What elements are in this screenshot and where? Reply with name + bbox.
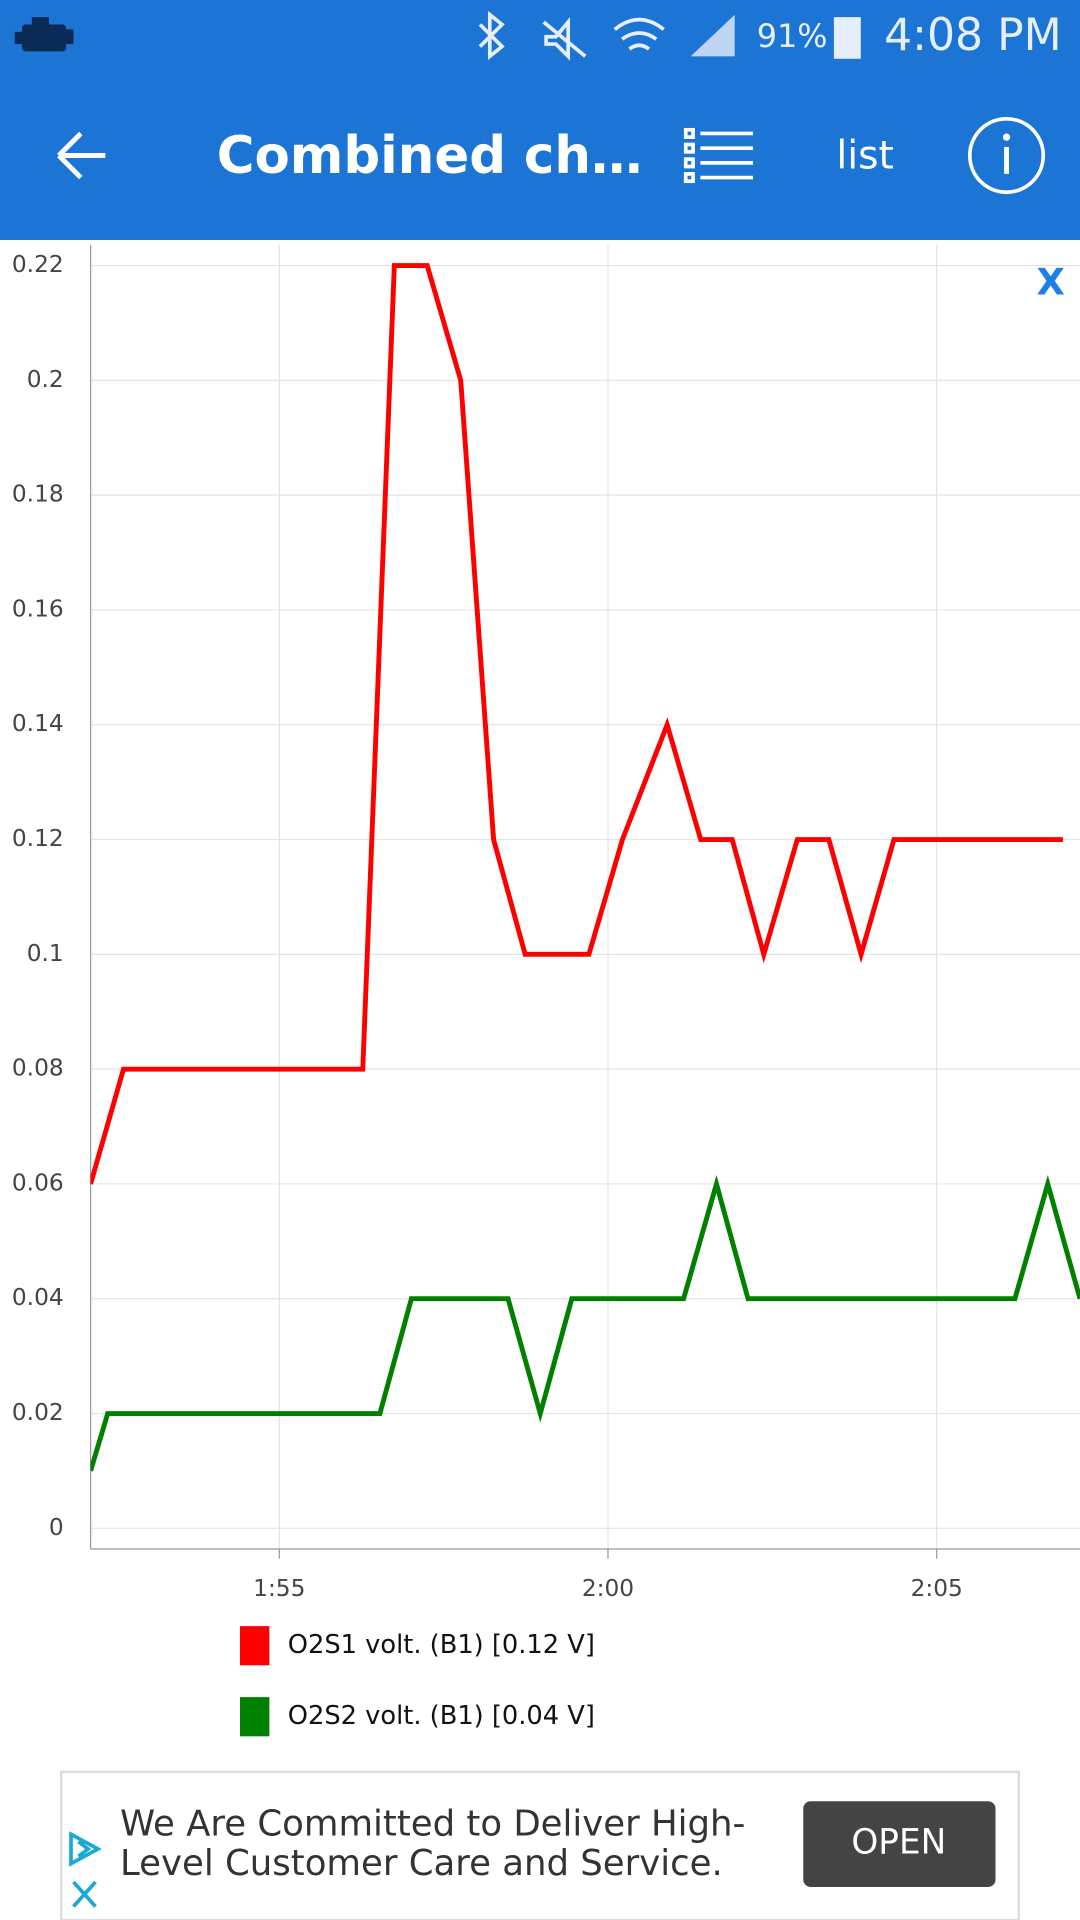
y-tick-label: 0.22	[12, 251, 64, 278]
legend-label: O2S1 volt. (B1) [0.12 V]	[288, 1630, 595, 1660]
legend-swatch	[240, 1697, 270, 1737]
list-button[interactable]: list	[836, 133, 894, 178]
x-tick-label: 1:55	[253, 1575, 305, 1602]
legend-swatch	[240, 1626, 270, 1666]
ad-close-icon[interactable]	[72, 1880, 97, 1908]
y-tick-label: 0.2	[27, 366, 64, 393]
y-tick-label: 0.04	[12, 1284, 64, 1311]
list-icon[interactable]	[683, 127, 754, 184]
y-tick-label: 0.02	[12, 1399, 64, 1426]
clock: 4:08 PM	[884, 10, 1062, 61]
ad-choices-icon[interactable]	[69, 1831, 102, 1867]
y-tick-label: 0.06	[12, 1169, 64, 1196]
battery-icon	[833, 17, 861, 59]
chart: 0 0.02 0.04 0.06 0.08 0.1 0.12 0.14 0.16 0.18 0.2 0…	[12, 244, 1080, 1737]
x-tick-label: 2:05	[911, 1575, 963, 1602]
screen-title: Combined ch…	[217, 126, 643, 186]
y-tick-label: 0.1	[27, 940, 64, 967]
ad-open-button[interactable]	[803, 1801, 996, 1887]
engine-icon	[14, 17, 74, 52]
y-tick-label: 0.12	[12, 825, 64, 852]
y-tick-label: 0	[49, 1514, 64, 1541]
data-line	[90, 263, 1063, 1185]
status-icons	[478, 10, 665, 61]
ad-text: We Are Committed to Deliver High-	[120, 1804, 745, 1845]
y-tick-label: 0.14	[12, 710, 64, 737]
ad-open-label: OPEN	[851, 1823, 946, 1863]
y-tick-label: 0.16	[12, 595, 64, 622]
info-button[interactable]	[967, 116, 1046, 195]
ad-text: Level Customer Care and Service.	[120, 1843, 723, 1884]
legend-label: O2S2 volt. (B1) [0.04 V]	[288, 1701, 595, 1731]
battery-text: 91%	[757, 17, 828, 55]
app-bar	[0, 0, 1080, 240]
y-tick-label: 0.08	[12, 1055, 64, 1082]
x-tick-label: 2:00	[582, 1575, 634, 1602]
data-line	[90, 1174, 1080, 1472]
back-button[interactable]	[57, 131, 106, 180]
close-chart-button[interactable]: X	[1036, 261, 1064, 304]
y-tick-label: 0.18	[12, 481, 64, 508]
